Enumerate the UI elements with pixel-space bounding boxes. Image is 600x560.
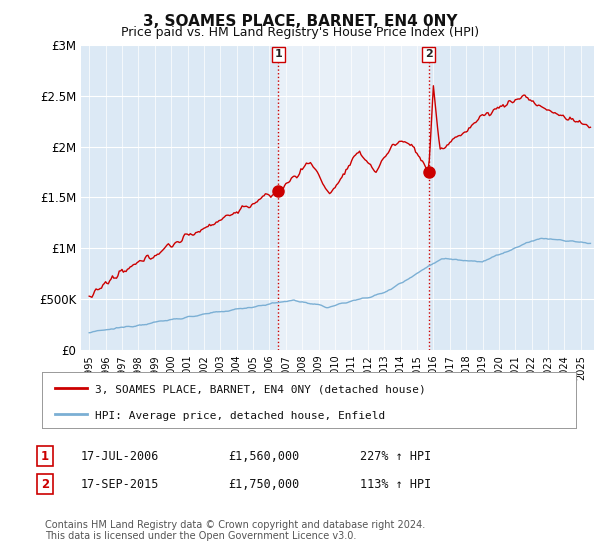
Text: 1: 1 (41, 450, 49, 463)
Text: 3, SOAMES PLACE, BARNET, EN4 0NY (detached house): 3, SOAMES PLACE, BARNET, EN4 0NY (detach… (95, 384, 426, 394)
Text: 3, SOAMES PLACE, BARNET, EN4 0NY: 3, SOAMES PLACE, BARNET, EN4 0NY (143, 14, 457, 29)
Text: £1,750,000: £1,750,000 (228, 478, 299, 491)
Text: 17-JUL-2006: 17-JUL-2006 (81, 450, 160, 463)
Text: 2: 2 (41, 478, 49, 491)
Text: 2: 2 (425, 49, 433, 59)
Text: 17-SEP-2015: 17-SEP-2015 (81, 478, 160, 491)
Text: 227% ↑ HPI: 227% ↑ HPI (360, 450, 431, 463)
Text: HPI: Average price, detached house, Enfield: HPI: Average price, detached house, Enfi… (95, 410, 386, 421)
Text: 1: 1 (274, 49, 282, 59)
Text: Price paid vs. HM Land Registry's House Price Index (HPI): Price paid vs. HM Land Registry's House … (121, 26, 479, 39)
Text: £1,560,000: £1,560,000 (228, 450, 299, 463)
Text: 113% ↑ HPI: 113% ↑ HPI (360, 478, 431, 491)
Bar (278, 45, 428, 350)
Text: Contains HM Land Registry data © Crown copyright and database right 2024.
This d: Contains HM Land Registry data © Crown c… (45, 520, 425, 542)
